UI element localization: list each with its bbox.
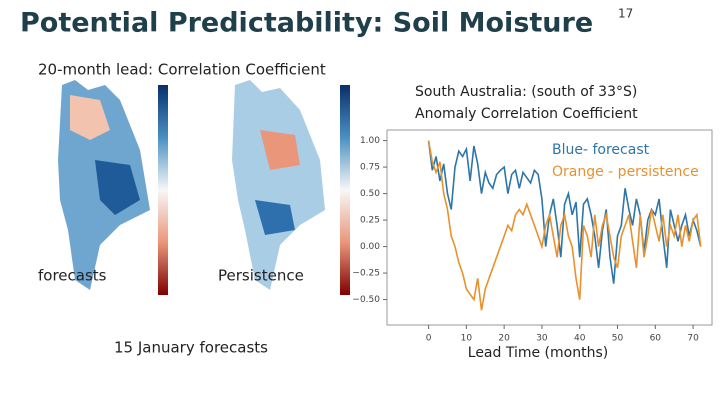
x-tick-label: 40 bbox=[574, 334, 586, 344]
x-tick-label: 30 bbox=[536, 334, 548, 344]
x-tick-label: 70 bbox=[687, 334, 699, 344]
x-tick-label: 50 bbox=[612, 334, 624, 344]
legend-entry: Blue- forecast bbox=[552, 142, 650, 158]
y-tick-label: 0.25 bbox=[360, 216, 380, 226]
map-label: forecasts bbox=[38, 267, 107, 285]
x-tick-label: 60 bbox=[650, 334, 662, 344]
y-tick-label: 0.50 bbox=[360, 189, 380, 199]
line-chart: South Australia: (south of 33°S) Anomaly … bbox=[352, 84, 702, 361]
page-number: 17 bbox=[618, 7, 633, 21]
y-tick-label: 0.75 bbox=[360, 163, 380, 173]
maps-caption: 15 January forecasts bbox=[114, 339, 268, 357]
y-tick-label: 1.00 bbox=[360, 136, 380, 146]
x-tick-label: 20 bbox=[498, 334, 510, 344]
x-tick-label: 0 bbox=[426, 334, 432, 344]
map-label: Persistence bbox=[218, 267, 304, 285]
maps-heading: 20-month lead: Correlation Coefficient bbox=[38, 61, 326, 79]
y-tick-label: −0.25 bbox=[352, 269, 380, 279]
plot-frame bbox=[386, 129, 713, 326]
y-tick-label: 0.00 bbox=[360, 242, 380, 252]
forecast-map bbox=[28, 80, 168, 310]
slide-title: Potential Predictability: Soil Moisture bbox=[20, 8, 593, 39]
persistence-map bbox=[200, 80, 350, 310]
chart-title: South Australia: (south of 33°S) bbox=[415, 84, 637, 100]
chart-title: Anomaly Correlation Coefficient bbox=[415, 106, 638, 122]
y-tick-label: −0.50 bbox=[352, 295, 380, 305]
x-axis-label: Lead Time (months) bbox=[468, 345, 608, 361]
series-line bbox=[427, 140, 702, 284]
series-line bbox=[427, 140, 702, 311]
legend-entry: Orange - persistence bbox=[552, 164, 699, 180]
x-tick-label: 10 bbox=[461, 334, 473, 344]
